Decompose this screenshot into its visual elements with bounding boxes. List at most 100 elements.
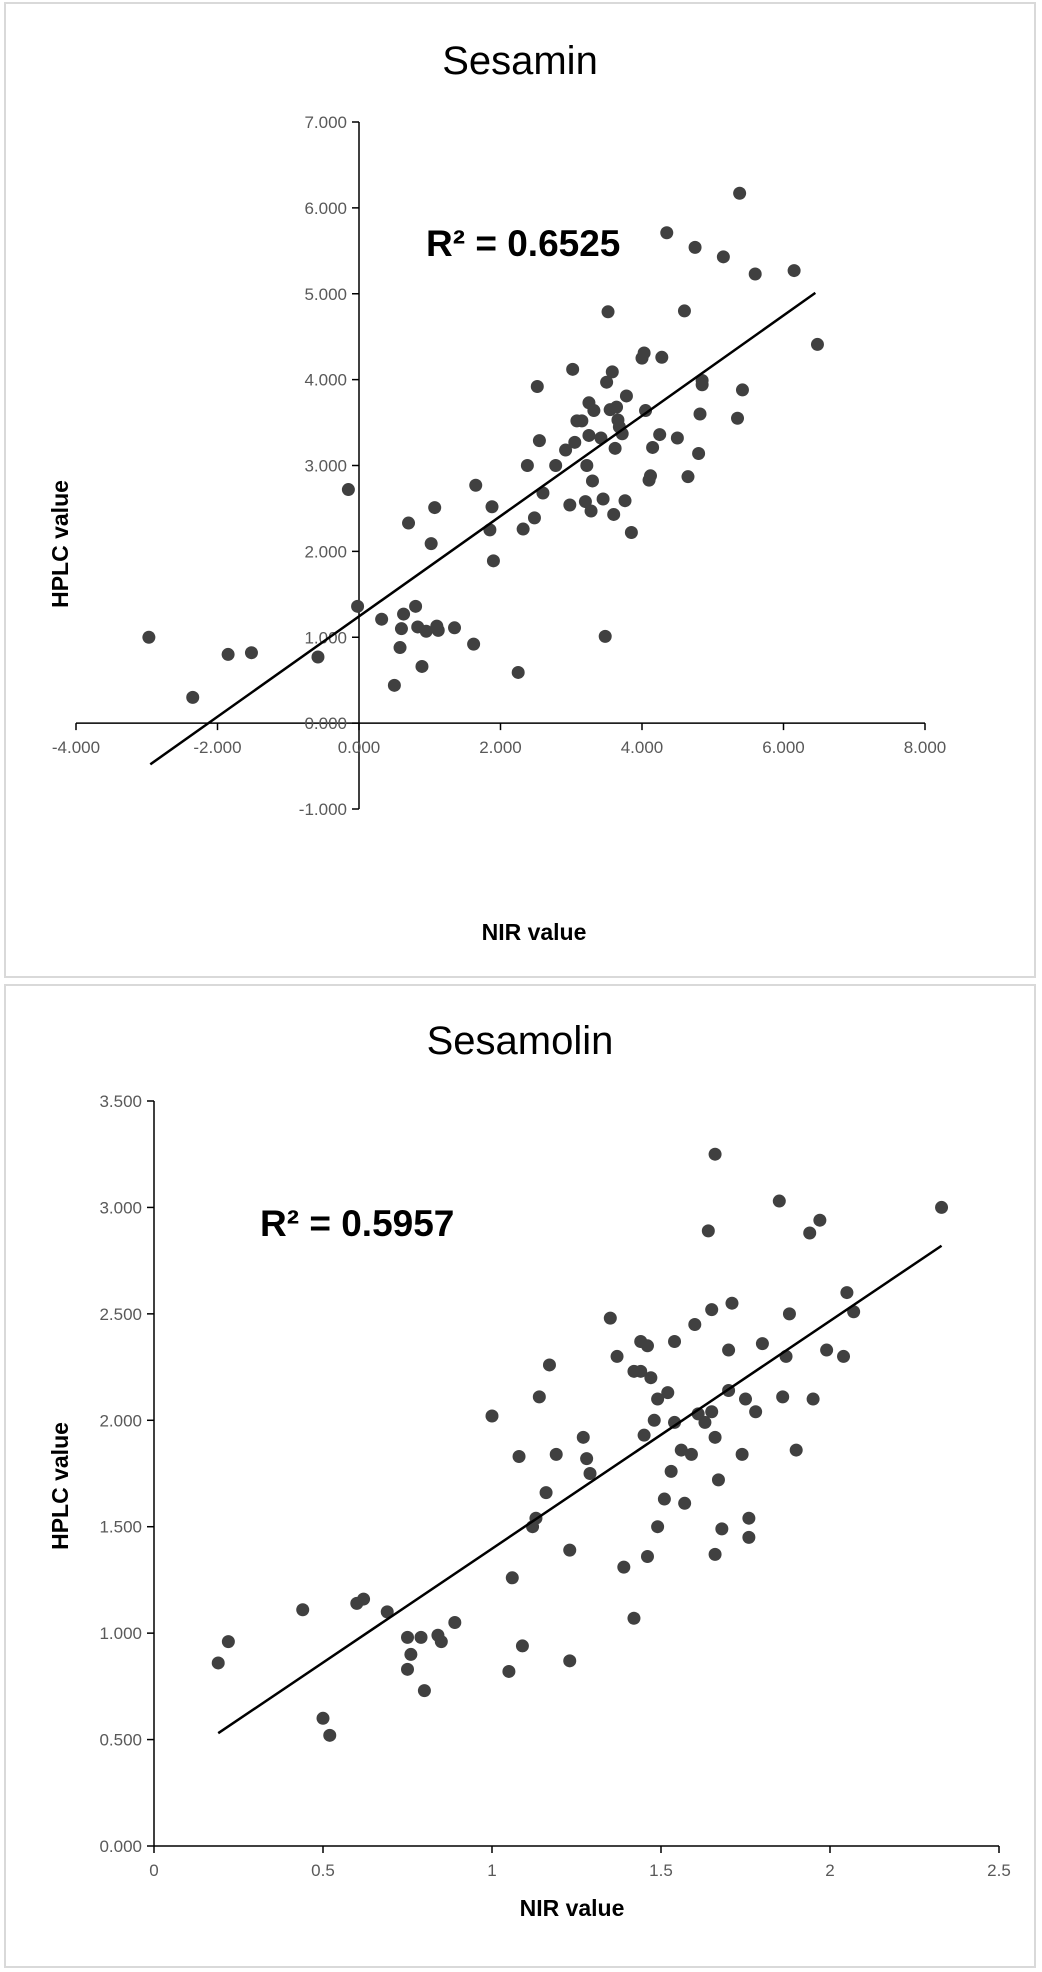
data-point	[657, 1492, 671, 1506]
data-point	[603, 1311, 617, 1325]
chart-title: Sesamin	[442, 39, 598, 83]
data-point	[244, 646, 258, 660]
trendline	[217, 1244, 943, 1735]
data-point	[782, 1307, 796, 1321]
data-point	[512, 1449, 526, 1463]
x-tick-label: 2.000	[479, 738, 522, 757]
data-point	[772, 1194, 786, 1208]
data-point	[688, 1318, 702, 1331]
data-point	[664, 1464, 678, 1478]
data-point	[601, 305, 615, 319]
data-point	[725, 1296, 739, 1310]
data-point	[221, 1635, 235, 1649]
data-point	[563, 498, 577, 512]
data-point	[813, 1213, 827, 1227]
data-point	[351, 599, 365, 613]
data-point	[708, 1430, 722, 1444]
data-point	[661, 1386, 675, 1400]
data-point	[393, 641, 407, 655]
data-point	[731, 411, 745, 425]
data-point	[668, 1335, 682, 1349]
y-axis-title: HPLC value	[47, 480, 73, 608]
data-point	[587, 404, 601, 418]
y-tick-label: 0.000	[99, 1837, 142, 1856]
data-point	[693, 407, 707, 421]
data-point	[221, 647, 235, 661]
data-point	[578, 495, 592, 509]
y-tick-label: 3.500	[99, 1092, 142, 1111]
data-point	[789, 1443, 803, 1457]
data-point	[424, 537, 438, 551]
data-point	[708, 1547, 722, 1561]
data-point	[803, 1226, 817, 1240]
data-point	[617, 1560, 631, 1574]
data-point	[776, 1390, 790, 1404]
data-point	[634, 1364, 648, 1378]
data-point	[749, 1405, 763, 1419]
trendline	[149, 291, 817, 766]
data-point	[341, 483, 355, 497]
data-point	[695, 378, 709, 392]
data-point	[735, 1447, 749, 1461]
data-point	[651, 1392, 665, 1406]
data-point	[651, 1520, 665, 1534]
data-point	[485, 1409, 499, 1423]
data-point	[380, 1605, 394, 1619]
data-point	[739, 1392, 752, 1406]
r-squared-annotation: R² = 0.5957	[260, 1203, 454, 1244]
x-tick-label: 1	[487, 1861, 496, 1880]
data-point	[742, 1511, 756, 1525]
data-point	[705, 1303, 719, 1317]
data-point	[653, 428, 667, 442]
y-axis-title: HPLC value	[47, 1422, 73, 1550]
data-point	[639, 404, 653, 418]
chart-panel-sesamolin: 0 0.5 1 1.5 2 2.5 0.000 0.500 1.000 1.500 2.000 2.5…	[4, 984, 1036, 1968]
data-point	[566, 362, 580, 376]
x-tick-label: 4.000	[621, 738, 664, 757]
data-point	[532, 1390, 546, 1404]
data-point	[607, 507, 621, 521]
data-point	[840, 1286, 854, 1300]
data-point	[610, 1349, 624, 1363]
data-point	[637, 1428, 651, 1442]
y-tick-label: 3.000	[304, 457, 347, 476]
data-point	[619, 389, 633, 403]
x-tick-label: 0.5	[311, 1861, 335, 1880]
sesamin-scatter-chart: -4.000 -2.000 0.000 2.000 4.000 6.000 8.000 -1.…	[47, 39, 946, 945]
plot-area: -4.000 -2.000 0.000 2.000 4.000 6.000 8.000 -1.…	[52, 113, 946, 819]
y-tick-label: 1.500	[99, 1518, 142, 1537]
data-point	[677, 304, 691, 318]
data-point	[711, 1473, 725, 1487]
data-point	[375, 612, 389, 626]
data-point	[733, 186, 747, 200]
data-point	[434, 1635, 448, 1649]
data-point	[735, 383, 749, 397]
y-tick-label: 0.000	[304, 714, 347, 733]
data-point	[668, 1415, 682, 1429]
data-point	[414, 1630, 428, 1644]
data-point	[467, 637, 481, 651]
data-point	[417, 1684, 431, 1698]
data-point	[655, 350, 669, 364]
sesamolin-scatter-chart: 0 0.5 1 1.5 2 2.5 0.000 0.500 1.000 1.500 2.000 2.5…	[47, 1019, 1011, 1921]
data-point	[640, 1339, 654, 1353]
data-point	[755, 1337, 769, 1351]
data-point	[644, 1371, 658, 1385]
data-point	[316, 1711, 330, 1725]
data-point	[394, 622, 408, 636]
data-point	[511, 665, 525, 679]
data-point	[582, 428, 596, 442]
data-point	[806, 1392, 820, 1406]
data-point	[186, 690, 200, 704]
data-point	[748, 267, 762, 281]
data-point	[596, 492, 610, 506]
data-point	[311, 650, 325, 664]
data-point	[532, 434, 546, 448]
x-tick-label: 0.000	[338, 738, 381, 757]
y-tick-label: -1.000	[299, 800, 347, 819]
data-point	[627, 1611, 641, 1625]
x-tick-label: 6.000	[762, 738, 805, 757]
data-point	[624, 525, 638, 539]
data-point	[527, 511, 541, 525]
data-point	[600, 375, 614, 389]
